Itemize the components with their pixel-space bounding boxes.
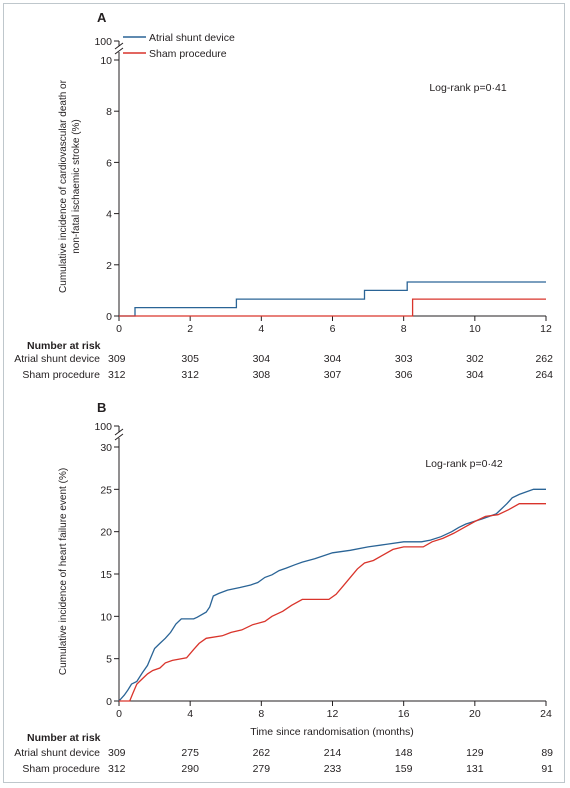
x-tick-label: 4 [258,323,264,335]
risk-count: 91 [541,763,553,775]
risk-count: 279 [253,763,271,775]
y-axis-label-line: non-fatal ischaemic stroke (%) [71,119,82,254]
y-axis-label: Cumulative incidence of heart failure ev… [58,468,69,675]
series-line-sham [119,298,546,317]
axis-break-mark [114,42,124,50]
x-tick-label: 8 [258,708,264,720]
risk-count: 309 [108,747,126,759]
risk-count: 303 [395,353,413,365]
legend-label: Atrial shunt device [149,32,235,44]
risk-row-label: Sham procedure [22,369,100,381]
risk-count: 312 [108,369,126,381]
y-tick-label: 25 [100,484,112,496]
x-tick-label: 2 [187,323,193,335]
risk-count: 131 [466,763,484,775]
x-tick-label: 6 [330,323,336,335]
risk-count: 89 [541,747,553,759]
y-tick-label: 2 [106,260,112,272]
y-tick-label: 10 [100,55,112,67]
risk-row-label: Atrial shunt device [14,353,100,365]
y-tick-label: 20 [100,527,112,539]
y-tick-label: 10 [100,611,112,623]
y-tick-label: 0 [106,311,112,323]
y-tick-label: 4 [106,209,112,221]
y-tick-label: 100 [94,421,112,433]
y-tick-label: 100 [94,36,112,48]
risk-table-heading: Number at risk [27,340,101,352]
y-tick-label: 5 [106,654,112,666]
y-tick-label: 0 [106,696,112,708]
x-tick-label: 20 [469,708,481,720]
risk-count: 275 [181,747,199,759]
x-tick-label: 10 [469,323,481,335]
axis-break-mark [114,433,124,441]
risk-count: 304 [324,353,342,365]
x-tick-label: 16 [398,708,410,720]
x-tick-label: 24 [540,708,552,720]
risk-count: 309 [108,353,126,365]
risk-count: 304 [253,353,271,365]
y-tick-label: 30 [100,442,112,454]
risk-count: 302 [466,353,484,365]
x-tick-label: 12 [327,708,339,720]
log-rank-annotation: Log-rank p=0·41 [429,82,507,94]
y-tick-label: 6 [106,157,112,169]
legend-label: Sham procedure [149,48,227,60]
x-tick-label: 0 [116,323,122,335]
risk-count: 304 [466,369,484,381]
risk-count: 307 [324,369,342,381]
risk-count: 306 [395,369,413,381]
x-axis-label: Time since randomisation (months) [250,726,414,738]
risk-count: 233 [324,763,342,775]
axis-break-mark [114,47,124,55]
risk-count: 129 [466,747,484,759]
risk-count: 262 [535,353,553,365]
x-tick-label: 4 [187,708,193,720]
panel-label: B [97,400,106,415]
y-tick-label: 8 [106,106,112,118]
risk-count: 159 [395,763,413,775]
risk-row-label: Atrial shunt device [14,747,100,759]
series-line-atrial-shunt [118,488,546,702]
series-line-atrial-shunt [119,281,546,317]
y-axis-label: Cumulative incidence of cardiovascular d… [58,79,82,293]
risk-count: 312 [108,763,126,775]
series-line-sham [119,503,546,702]
panel-b: B 100 0 5 10 15 20 25 30 0 4 8 12 16 20 24 Cumulative in… [14,400,553,775]
risk-count: 312 [181,369,199,381]
risk-count: 290 [181,763,199,775]
x-tick-label: 0 [116,708,122,720]
axis-break-mark [114,428,124,436]
y-tick-label: 15 [100,569,112,581]
risk-count: 264 [535,369,553,381]
risk-count: 305 [181,353,199,365]
log-rank-annotation: Log-rank p=0·42 [425,458,503,470]
x-tick-label: 12 [540,323,552,335]
risk-count: 214 [324,747,342,759]
risk-row-label: Sham procedure [22,763,100,775]
risk-count: 308 [253,369,271,381]
risk-table-heading: Number at risk [27,732,101,744]
x-tick-label: 8 [401,323,407,335]
y-axis-label-line: Cumulative incidence of cardiovascular d… [58,79,69,293]
panel-label: A [97,10,107,25]
risk-count: 262 [253,747,271,759]
risk-count: 148 [395,747,413,759]
